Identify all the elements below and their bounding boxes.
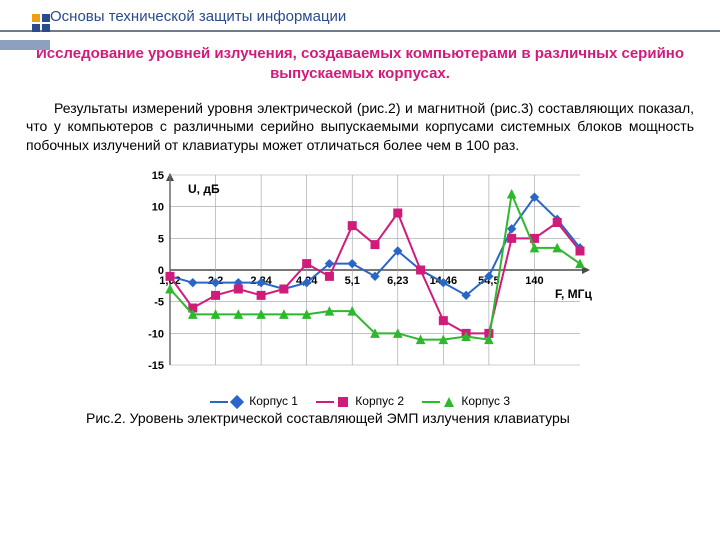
svg-text:6,23: 6,23 (387, 275, 408, 287)
legend-item: Корпус 3 (422, 394, 510, 408)
chart-container: -15-10-50510151,022,22,844,245,16,2314,4… (120, 165, 600, 408)
svg-text:F, МГц: F, МГц (555, 287, 592, 301)
chart-caption: Рис.2. Уровень электрической составляюще… (86, 410, 694, 426)
svg-text:U, дБ: U, дБ (188, 182, 220, 196)
emission-chart: -15-10-50510151,022,22,844,245,16,2314,4… (120, 165, 600, 395)
slide-header-title: Основы технической защиты информации (50, 8, 346, 25)
svg-text:5: 5 (158, 234, 164, 246)
svg-text:-5: -5 (154, 297, 164, 309)
slide-subject: Исследование уровней излучения, создавае… (26, 44, 694, 85)
svg-text:-15: -15 (148, 360, 164, 372)
svg-text:5,1: 5,1 (345, 275, 360, 287)
svg-text:10: 10 (152, 202, 164, 214)
svg-text:15: 15 (152, 170, 164, 182)
slide-header: Основы технической защиты информации (0, 0, 720, 32)
chart-legend: Корпус 1 Корпус 2 Корпус 3 (120, 394, 600, 408)
slide-logo (30, 12, 54, 36)
svg-text:-10: -10 (148, 329, 164, 341)
slide-content: Исследование уровней излучения, создавае… (0, 32, 720, 426)
slide-paragraph: Результаты измерений уровня электрическо… (26, 99, 694, 156)
svg-text:140: 140 (525, 275, 543, 287)
legend-item: Корпус 1 (210, 394, 298, 408)
legend-item: Корпус 2 (316, 394, 404, 408)
header-stripe (0, 40, 50, 50)
